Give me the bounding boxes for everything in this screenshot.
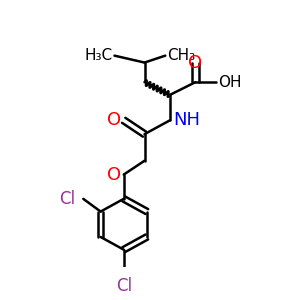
Text: O: O: [107, 166, 122, 184]
Text: Cl: Cl: [59, 190, 75, 208]
Text: H₃C: H₃C: [84, 48, 112, 63]
Text: O: O: [188, 54, 203, 72]
Text: NH: NH: [173, 111, 200, 129]
Text: CH₃: CH₃: [168, 48, 196, 63]
Text: OH: OH: [218, 75, 242, 90]
Text: Cl: Cl: [116, 278, 132, 296]
Text: O: O: [107, 111, 122, 129]
